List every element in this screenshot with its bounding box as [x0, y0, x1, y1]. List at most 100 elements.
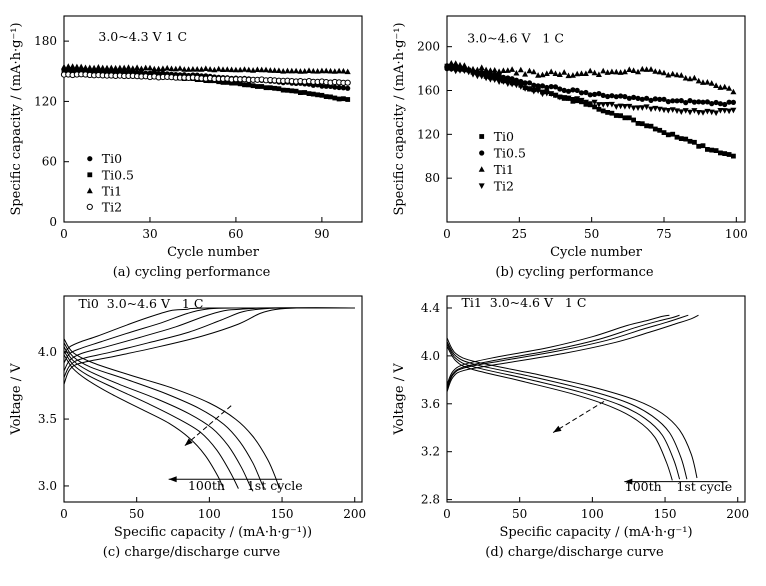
marker-square-filled: [228, 80, 234, 86]
marker-circle-filled: [721, 101, 727, 108]
caption-d: (d) charge/discharge curve: [485, 545, 664, 560]
y-tick-label: 2.8: [420, 493, 439, 507]
marker-square-filled: [691, 139, 697, 145]
series-line: [446, 314, 680, 388]
marker-circle-filled: [548, 84, 554, 90]
marker-square-filled: [327, 94, 333, 100]
series-line: [63, 307, 355, 385]
marker-triangle-down-filled: [591, 99, 598, 106]
marker-circle-filled: [704, 99, 710, 105]
marker-square-filled: [237, 81, 243, 87]
x-tick-label: 50: [129, 507, 144, 521]
marker-triangle-up-filled: [517, 66, 524, 73]
marker-triangle-up-filled: [112, 64, 119, 71]
legend-label: Ti1: [101, 183, 121, 198]
marker-circle-filled: [344, 85, 350, 91]
marker-triangle-up-filled: [219, 66, 226, 72]
series-Ti1: [443, 60, 736, 95]
marker-square-filled: [99, 69, 105, 75]
marker-triangle-up-filled: [322, 67, 329, 74]
marker-triangle-up-filled: [673, 71, 680, 78]
series-discharge-cycle-2: [63, 342, 265, 489]
marker-triangle-down-filled: [595, 102, 602, 108]
marker-triangle-up-filled: [573, 70, 580, 77]
marker-triangle-up-filled: [150, 65, 157, 72]
marker-square-filled: [250, 83, 255, 89]
marker-triangle-up-filled: [344, 68, 351, 75]
marker-circle-filled: [630, 94, 636, 100]
x-axis-label: Specific capacity / (mA·h·g⁻¹)): [113, 525, 311, 540]
marker-circle-filled: [574, 87, 580, 93]
marker-square-filled: [69, 68, 75, 74]
marker-triangle-up-filled: [206, 66, 213, 72]
y-tick-label: 4.4: [420, 301, 439, 315]
x-tick-label: 200: [343, 507, 366, 521]
marker-triangle-up-filled: [339, 67, 346, 74]
marker-triangle-down-filled: [647, 106, 654, 113]
marker-square-filled: [656, 127, 662, 133]
marker-triangle-up-filled: [721, 83, 728, 90]
marker-triangle-up-filled: [64, 63, 71, 69]
legend-label: Ti2: [101, 199, 121, 214]
marker-triangle-down-filled: [721, 108, 728, 114]
marker-square-filled: [708, 147, 714, 153]
marker-triangle-up-filled: [578, 70, 584, 76]
series-discharge-cycle-100: [63, 354, 224, 491]
legend-label: Ti0.5: [493, 145, 525, 160]
series-charge-cycle-100: [446, 314, 669, 385]
series-line: [63, 354, 224, 491]
arrow-head: [623, 478, 632, 485]
marker-triangle-up-filled: [159, 65, 166, 71]
marker-square-filled: [661, 130, 666, 135]
marker-triangle-up-filled: [469, 65, 476, 72]
marker-circle-filled: [578, 90, 584, 96]
marker-triangle-down-filled: [526, 86, 532, 92]
x-tick-label: 200: [726, 507, 749, 521]
marker-triangle-up-filled: [526, 67, 532, 74]
marker-triangle-up-filled: [318, 67, 325, 74]
marker-circle-filled: [587, 92, 593, 98]
marker-triangle-down-filled: [491, 77, 498, 83]
legend-label: Ti2: [493, 178, 513, 193]
series-line: [63, 346, 253, 492]
x-tick-label: 0: [443, 507, 451, 521]
marker-circle-filled: [600, 92, 606, 98]
marker-square-filled: [271, 85, 277, 91]
marker-triangle-down-filled: [677, 109, 684, 115]
marker-triangle-down-filled: [521, 86, 528, 92]
marker-circle-filled: [713, 99, 719, 106]
marker-triangle-down-filled: [630, 105, 637, 112]
marker-square-filled: [288, 88, 294, 94]
marker-circle-filled: [591, 91, 597, 97]
marker-triangle-up-filled: [193, 66, 200, 72]
chart-b-cycling-performance: 0 25 50 75 100 80 120 160 200 Cycle number Specifi…: [392, 15, 747, 260]
marker-circle-filled: [491, 72, 497, 78]
marker-circle-open: [344, 79, 351, 86]
y-tick-label: 3.2: [420, 445, 439, 459]
marker-square-filled: [301, 90, 307, 95]
series-charge-cycle-1: [63, 307, 355, 385]
marker-triangle-down-filled: [543, 90, 550, 97]
y-tick-label: 160: [417, 84, 440, 98]
plot-frame: [62, 15, 363, 223]
marker-triangle-down-filled: [703, 108, 710, 115]
marker-square-filled: [717, 150, 723, 156]
marker-triangle-up-filled: [232, 66, 239, 73]
marker-square-filled: [65, 68, 71, 74]
y-tick-label: 200: [417, 40, 440, 54]
x-tick-label: 90: [314, 227, 329, 241]
marker-triangle-up-filled: [215, 65, 222, 72]
marker-triangle-down-filled: [473, 73, 480, 80]
marker-triangle-down-filled: [447, 66, 454, 73]
series-discharge-cycle-2: [446, 341, 687, 480]
marker-triangle-down-filled: [556, 94, 563, 101]
marker-triangle-down-filled: [708, 109, 715, 116]
marker-square-filled: [263, 85, 268, 91]
marker-triangle-down-filled: [530, 88, 537, 95]
marker-triangle-down-filled: [452, 68, 459, 75]
arrow-head: [552, 425, 562, 433]
marker-triangle-down-filled: [469, 72, 476, 78]
marker-circle-filled: [643, 95, 649, 101]
series-charge-cycle-4: [63, 307, 355, 364]
